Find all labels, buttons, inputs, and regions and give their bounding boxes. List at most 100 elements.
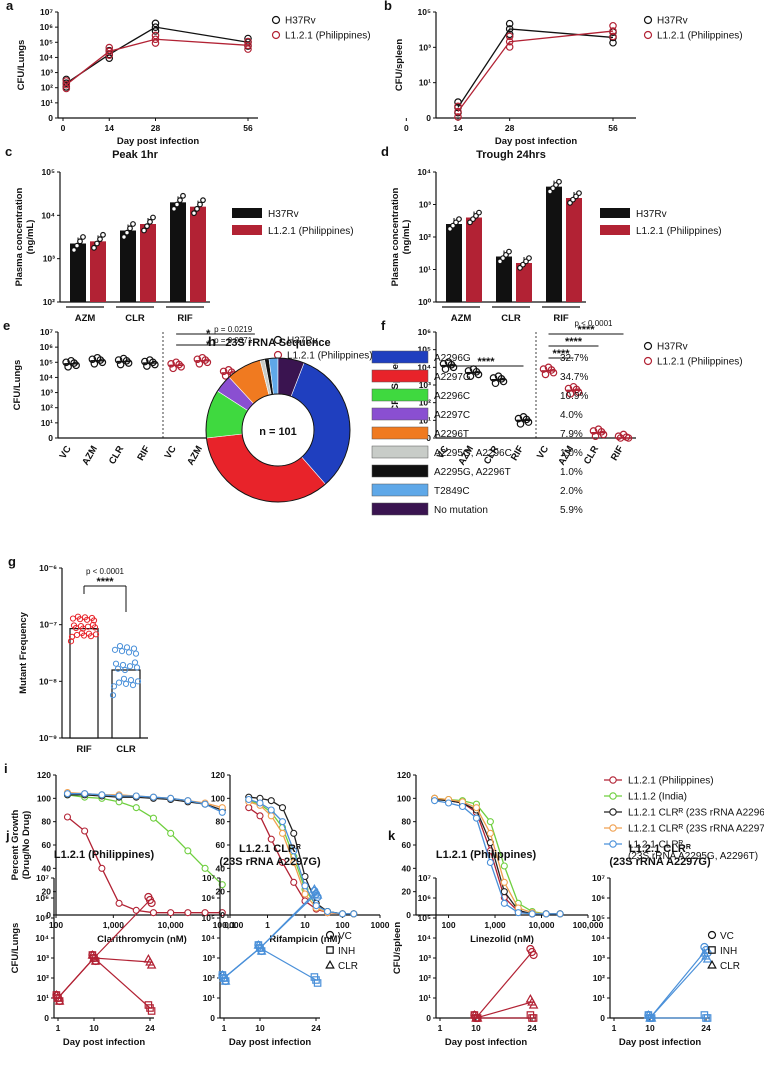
h-legend-label: T2849C bbox=[434, 486, 470, 497]
i3-data-point bbox=[556, 910, 564, 918]
c-data-point bbox=[141, 227, 147, 234]
b-ytick-label: 10³ bbox=[419, 42, 431, 52]
e-data-point bbox=[195, 359, 204, 368]
h-legend-value: 34.7% bbox=[560, 372, 588, 383]
i3-ytick-label: 60 bbox=[402, 840, 412, 850]
e-data-point bbox=[124, 359, 133, 367]
h-legend-value: 5.9% bbox=[560, 505, 583, 516]
c-bar bbox=[140, 224, 156, 302]
g-data-point bbox=[134, 678, 142, 685]
i3-data-point bbox=[486, 818, 494, 826]
b-data-point bbox=[454, 98, 462, 106]
i1-ytick-label: 0 bbox=[46, 910, 51, 920]
h-legend-swatch bbox=[371, 445, 429, 459]
i1-xtick-label: 100 bbox=[49, 920, 63, 930]
f-sig-stars: **** bbox=[552, 348, 570, 360]
g-category-label: CLR bbox=[116, 744, 136, 755]
e-data-point bbox=[221, 372, 230, 380]
c-legend-label: L1.2.1 (Philippines) bbox=[268, 226, 354, 237]
e-ytick-label: 10⁷ bbox=[40, 327, 53, 337]
e-legend-marker bbox=[273, 335, 283, 345]
i3-data-point bbox=[500, 888, 508, 896]
a-legend-marker bbox=[271, 30, 281, 40]
b-xlabel: Day post infection bbox=[495, 136, 578, 147]
b-data-point bbox=[505, 30, 514, 39]
i-legend-marker bbox=[609, 808, 617, 816]
k1-ytick-label: 10² bbox=[419, 973, 431, 983]
jk-legend-label: VC bbox=[720, 931, 734, 942]
panel-label-b: b bbox=[384, 0, 392, 13]
j1-ytick-label: 10² bbox=[37, 973, 49, 983]
a-data-point bbox=[244, 45, 252, 53]
h-legend-value: 32.7% bbox=[560, 353, 588, 364]
jk-legend-marker bbox=[707, 930, 717, 940]
i3-ytick-label: 120 bbox=[397, 770, 411, 780]
k1-data-point bbox=[529, 950, 538, 960]
h-legend-value: 7.9% bbox=[560, 429, 583, 440]
i3-data-point bbox=[528, 910, 536, 918]
e-ytick-label: 10⁵ bbox=[40, 357, 53, 367]
i2-data-point bbox=[290, 829, 298, 837]
f-data-point bbox=[614, 432, 623, 441]
b-data-point bbox=[609, 21, 617, 30]
i1-data-point bbox=[201, 864, 209, 872]
j1-ytick-label: 10¹ bbox=[37, 993, 49, 1003]
k1-ytick-label: 10⁵ bbox=[418, 913, 431, 923]
i3-data-point bbox=[514, 909, 522, 917]
c-data-point bbox=[124, 229, 130, 236]
b-data-point bbox=[454, 102, 462, 111]
i1-xtick-label: 10,000 bbox=[158, 920, 184, 930]
i1-ytick-label: 80 bbox=[42, 817, 52, 827]
g-data-point bbox=[68, 633, 76, 640]
g-data-point bbox=[126, 663, 134, 670]
k2-xtick-label: 10 bbox=[645, 1023, 655, 1033]
i1-data-point bbox=[167, 909, 175, 917]
i3-ytick-label: 0 bbox=[406, 910, 411, 920]
i2-data-point bbox=[245, 804, 253, 812]
g-data-point bbox=[69, 615, 77, 622]
c-data-point bbox=[121, 234, 127, 240]
k2-data-point bbox=[703, 1014, 712, 1022]
e-ytick-label: 10⁶ bbox=[40, 342, 53, 352]
f-data-point bbox=[591, 432, 600, 441]
f-data-point bbox=[466, 372, 475, 380]
c-data-point bbox=[130, 221, 136, 227]
panel-label-j: j bbox=[5, 828, 10, 843]
k1-ylabel: CFU/spleen bbox=[392, 922, 403, 974]
a-data-point bbox=[62, 80, 71, 89]
e-sig-stars: * bbox=[206, 328, 211, 340]
a-legend-marker bbox=[271, 15, 281, 25]
i2-data-point bbox=[267, 797, 275, 805]
e-data-point bbox=[96, 356, 105, 364]
i2-data-point bbox=[267, 835, 275, 843]
e-data-point bbox=[122, 356, 131, 365]
g-data-point bbox=[132, 650, 140, 657]
b-legend-marker bbox=[643, 15, 653, 25]
g-sig-stars: **** bbox=[96, 576, 114, 588]
f-ylabel: CFU/Spleen bbox=[390, 358, 401, 412]
a-data-point bbox=[151, 39, 160, 47]
d-category-label: RIF bbox=[553, 313, 569, 324]
a-data-point bbox=[62, 84, 71, 93]
e-data-point bbox=[116, 360, 125, 369]
f-sig-stars: **** bbox=[477, 356, 495, 368]
panel-label-g: g bbox=[8, 554, 16, 569]
d-ytick-label: 10² bbox=[419, 232, 431, 242]
k1-xtick-label: 10 bbox=[471, 1023, 481, 1033]
g-data-point bbox=[131, 659, 139, 666]
k1-xlabel: Day post infection bbox=[445, 1037, 528, 1048]
i3-xtick-label: 10,000 bbox=[529, 920, 555, 930]
d-ytick-label: 10³ bbox=[419, 200, 431, 210]
i1-data-point bbox=[81, 790, 89, 798]
f-data-point bbox=[491, 379, 500, 388]
c-ylabel-line2-ylabel: (ng/mL) bbox=[25, 220, 36, 255]
b-data-point bbox=[505, 25, 514, 33]
d-ytick-label: 10¹ bbox=[419, 265, 431, 275]
i2-data-point bbox=[312, 902, 320, 910]
c-data-point bbox=[174, 201, 180, 208]
k2-ytick-label: 0 bbox=[600, 1013, 605, 1023]
b-data-point bbox=[505, 37, 514, 46]
b-ytick-label: 10¹ bbox=[419, 78, 431, 88]
f-data-point bbox=[566, 390, 575, 398]
j2-series-line bbox=[223, 947, 317, 981]
